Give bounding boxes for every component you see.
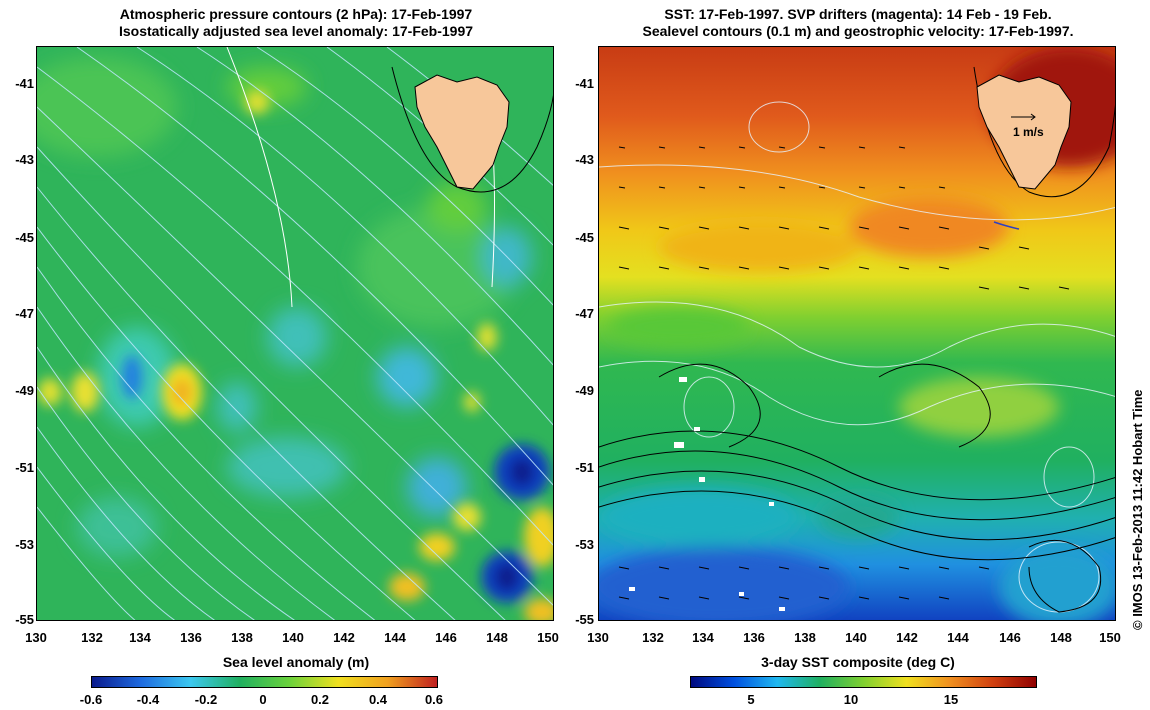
right-y-tick: -53: [575, 537, 594, 552]
left-x-tick: 134: [129, 630, 151, 645]
credit-text: © IMOS 13-Feb-2013 11:42 Hobart Time: [1130, 389, 1145, 630]
left-colorbar-label: Sea level anomaly (m): [222, 654, 370, 670]
right-x-tick: 148: [1050, 630, 1072, 645]
right-y-tick: -41: [575, 76, 594, 91]
left-x-tick: 142: [333, 630, 355, 645]
right-y-tick: -43: [575, 152, 594, 167]
white-contour: [226, 47, 293, 308]
left-y-tick: -45: [15, 230, 34, 245]
left-x-tick: 138: [231, 630, 253, 645]
right-colorbar-label: 3-day SST composite (deg C): [761, 654, 955, 670]
right-x-tick: 136: [743, 630, 765, 645]
tasmania-landmass: [414, 74, 510, 190]
pressure-contours: [37, 47, 553, 620]
left-y-tick: -41: [15, 76, 34, 91]
left-colorbar-tick: 0.4: [368, 692, 388, 707]
right-colorbar-tick: 15: [943, 692, 959, 707]
missing-data-patches: [629, 377, 785, 611]
left-y-tick: -51: [15, 460, 34, 475]
sea-level-anomaly-colorbar: [91, 676, 438, 688]
sst-map: 1 m/s: [598, 46, 1116, 621]
left-x-tick: 132: [81, 630, 103, 645]
sea-level-anomaly-map: [36, 46, 554, 621]
right-x-tick: 142: [896, 630, 918, 645]
right-y-tick: -51: [575, 460, 594, 475]
left-colorbar-tick: 0.2: [310, 692, 330, 707]
right-x-tick: 134: [692, 630, 714, 645]
left-colorbar-tick: -0.2: [194, 692, 218, 707]
right-x-tick: 150: [1099, 630, 1121, 645]
left-x-tick: 136: [180, 630, 202, 645]
left-colorbar-tick: -0.6: [79, 692, 103, 707]
geostrophic-velocity-field: [599, 146, 1115, 613]
right-x-tick: 132: [642, 630, 664, 645]
left-title-line2: Isostatically adjusted sea level anomaly…: [118, 23, 474, 39]
right-x-tick: 140: [845, 630, 867, 645]
left-colorbar-tick: -0.4: [136, 692, 160, 707]
sst-colorbar: [690, 676, 1037, 688]
right-colorbar-tick: 5: [747, 692, 755, 707]
right-title: SST: 17-Feb-1997. SVP drifters (magenta)…: [598, 6, 1118, 40]
left-y-tick: -55: [15, 612, 34, 627]
sea-level-anomaly-svg: [37, 47, 553, 620]
left-colorbar-tick: 0: [259, 692, 267, 707]
right-x-tick: 144: [947, 630, 969, 645]
left-y-tick: -47: [15, 306, 34, 321]
right-y-tick: -47: [575, 306, 594, 321]
right-x-tick: 130: [587, 630, 609, 645]
svp-drifter-track: [993, 221, 1020, 230]
sst-svg: [599, 47, 1115, 620]
anomaly-highlights: [38, 90, 553, 620]
left-x-tick: 148: [486, 630, 508, 645]
left-y-tick: -49: [15, 383, 34, 398]
left-y-tick: -53: [15, 537, 34, 552]
right-title-line1: SST: 17-Feb-1997. SVP drifters (magenta)…: [664, 6, 1052, 22]
right-x-tick: 138: [794, 630, 816, 645]
anomaly-field: [37, 57, 532, 557]
bathymetry-contour: [391, 66, 553, 193]
left-y-tick: -43: [15, 152, 34, 167]
left-title-line1: Atmospheric pressure contours (2 hPa): 1…: [119, 6, 473, 22]
right-title-line2: Sealevel contours (0.1 m) and geostrophi…: [642, 23, 1074, 39]
velocity-scale-label: 1 m/s: [1013, 125, 1044, 139]
sst-tasmania-landmass: [976, 74, 1072, 190]
left-title: Atmospheric pressure contours (2 hPa): 1…: [36, 6, 556, 40]
left-x-tick: 140: [282, 630, 304, 645]
right-y-tick: -49: [575, 383, 594, 398]
right-y-tick: -45: [575, 230, 594, 245]
left-x-tick: 150: [537, 630, 559, 645]
credit-text-container: © IMOS 13-Feb-2013 11:42 Hobart Time: [1130, 330, 1150, 630]
sst-bathymetry-contour: [973, 66, 1115, 198]
right-x-tick: 146: [999, 630, 1021, 645]
right-colorbar-tick: 10: [843, 692, 859, 707]
left-x-tick: 130: [25, 630, 47, 645]
left-colorbar-tick: 0.6: [424, 692, 444, 707]
left-x-tick: 146: [435, 630, 457, 645]
right-y-tick: -55: [575, 612, 594, 627]
left-x-tick: 144: [384, 630, 406, 645]
